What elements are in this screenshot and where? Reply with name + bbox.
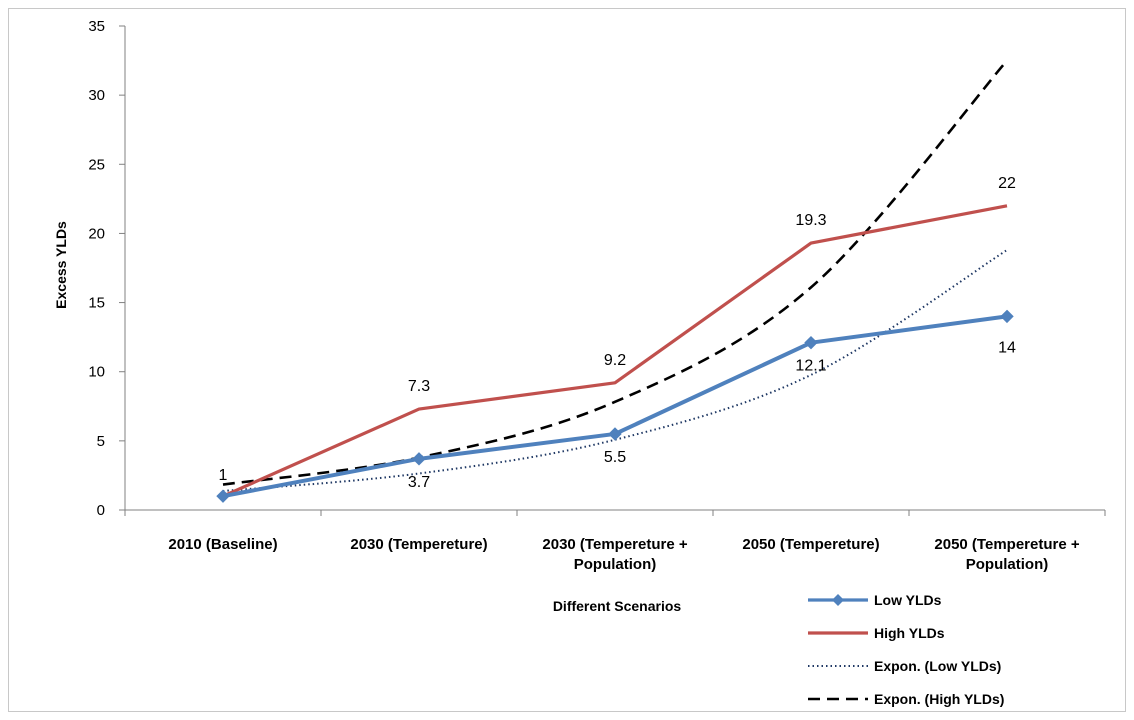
data-point-marker: [412, 452, 426, 466]
y-axis-title: Excess YLDs: [53, 221, 69, 309]
legend-marker: [832, 594, 844, 606]
data-label: 9.2: [604, 352, 626, 369]
chart-frame: [8, 8, 1126, 712]
y-tick-label: 35: [88, 18, 105, 35]
legend-label: High YLDs: [874, 625, 945, 641]
data-label: 7.3: [408, 378, 430, 395]
y-tick-label: 30: [88, 87, 105, 104]
y-tick-label: 25: [88, 156, 105, 173]
x-tick-label: 2050 (Tempereture): [742, 536, 879, 553]
trendline-expon-high-ylds: [222, 59, 1008, 486]
data-label: 1: [219, 467, 228, 484]
data-label: 3.7: [408, 474, 430, 491]
chart-axes: 0 5 10 15 20 25 30 35 2010 (Baseline) 2030 (Tempe…: [88, 18, 1106, 573]
y-tick-label: 5: [97, 433, 105, 450]
data-label: 19.3: [795, 212, 826, 229]
data-label: 14: [998, 339, 1016, 356]
legend-label: Expon. (Low YLDs): [874, 658, 1001, 674]
x-tick-label: 2030 (Tempereture): [350, 536, 487, 553]
data-point-marker: [804, 335, 818, 350]
legend-label: Low YLDs: [874, 592, 942, 608]
y-tick-label: 15: [88, 295, 105, 312]
x-tick-label: 2010 (Baseline): [168, 536, 277, 553]
data-point-marker: [216, 489, 230, 503]
x-tick-label: 2030 (Tempereture + Population): [542, 536, 687, 573]
series-line-high-ylds: [222, 204, 1008, 498]
data-label: 5.5: [604, 449, 626, 466]
chart-data-labels: 3.7 5.5 12.1 14 1 7.3 9.2 19.3 22: [219, 175, 1016, 491]
data-point-marker: [1000, 309, 1014, 324]
y-tick-label: 0: [97, 502, 105, 519]
y-tick-label: 20: [88, 225, 105, 242]
chart-legend: Low YLDs High YLDs Expon. (Low YLDs) Expon.…: [808, 592, 1004, 707]
x-tick-label: 2050 (Tempereture + Population): [934, 536, 1079, 573]
y-tick-label: 10: [88, 364, 105, 381]
data-label: 22: [998, 175, 1016, 192]
data-label: 12.1: [795, 358, 826, 375]
x-axis-title: Different Scenarios: [553, 598, 682, 614]
chart-series: [216, 59, 1014, 503]
legend-label: Expon. (High YLDs): [874, 691, 1004, 707]
data-point-marker: [608, 427, 622, 441]
